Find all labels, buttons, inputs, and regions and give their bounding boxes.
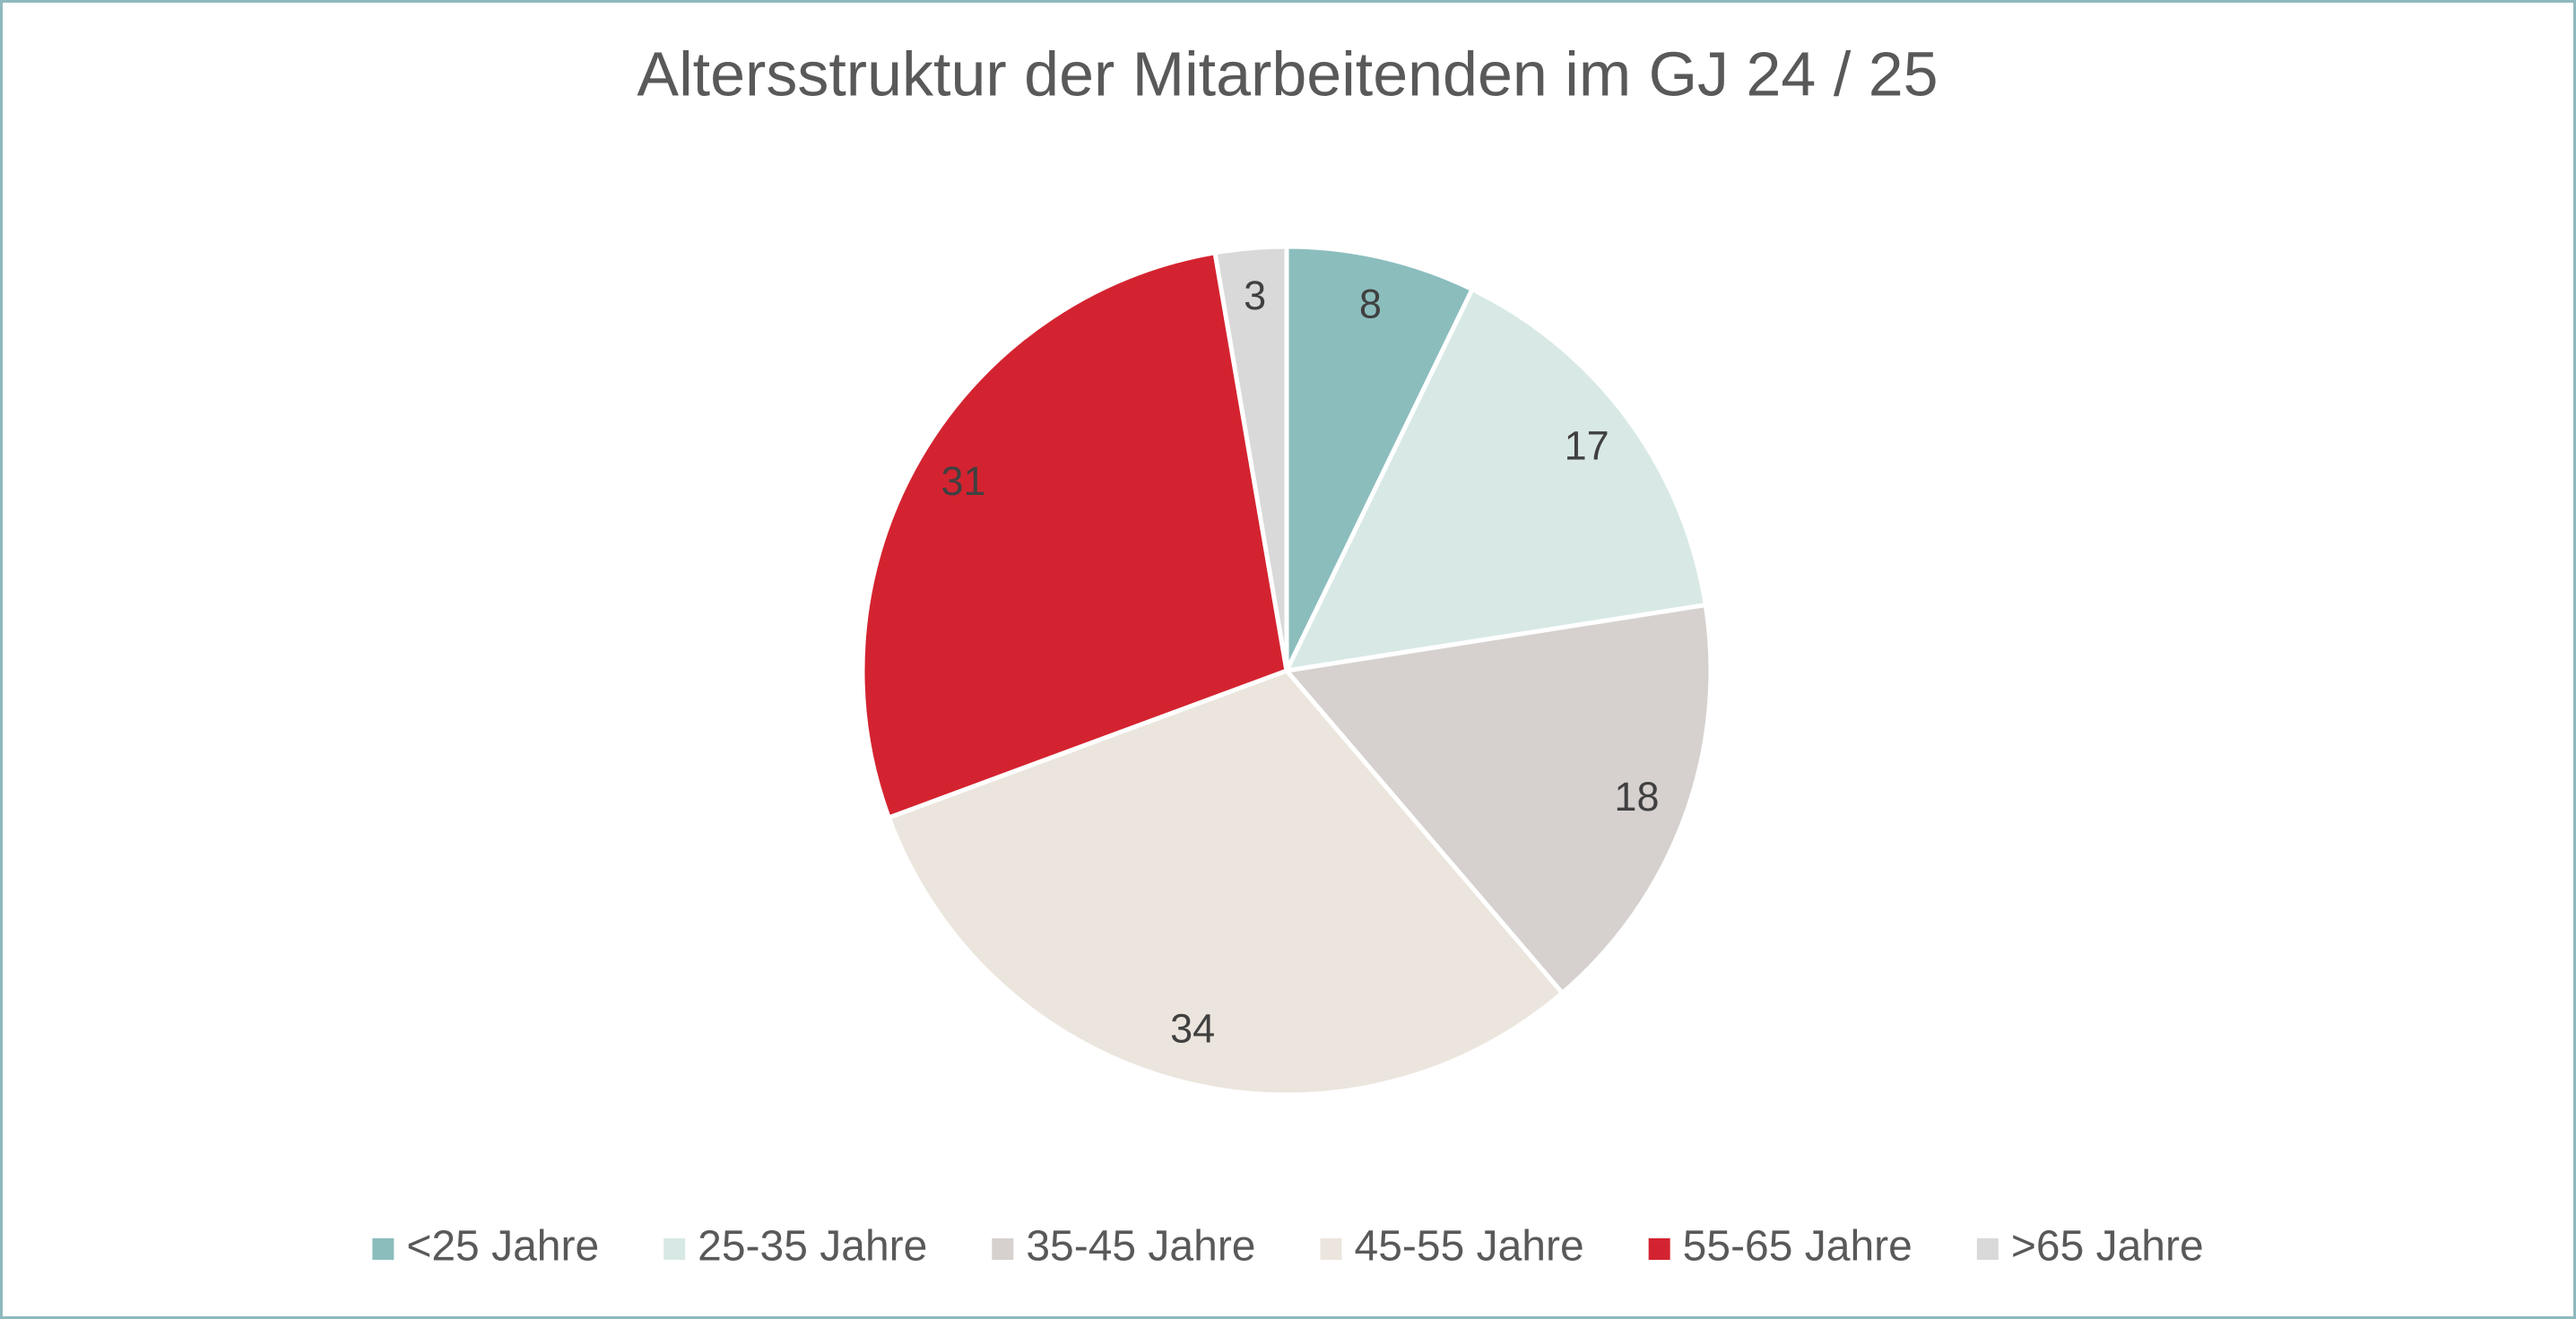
data-label: 8: [1359, 281, 1382, 326]
pie-slice: [886, 668, 1565, 1098]
legend-label: 55-65 Jahre: [1683, 1223, 1912, 1271]
data-label: 18: [1614, 774, 1659, 820]
pie-slice: [860, 250, 1289, 820]
legend-label: 35-45 Jahre: [1026, 1223, 1255, 1271]
legend-swatch: [1320, 1238, 1342, 1260]
legend-swatch: [1976, 1238, 1999, 1260]
pie-slice: [1284, 287, 1708, 673]
data-label: 34: [1170, 1006, 1215, 1052]
legend-label: 45-55 Jahre: [1355, 1223, 1584, 1271]
data-label: 31: [941, 458, 985, 504]
legend-label: >65 Jahre: [2011, 1223, 2204, 1271]
legend: <25 Jahre 25-35 Jahre 35-45 Jahre 45-55 Jah…: [372, 1223, 2204, 1271]
pie-slice: [1284, 244, 1475, 673]
pie-slice: [1212, 244, 1289, 673]
legend-swatch: [992, 1238, 1014, 1260]
legend-label: 25-35 Jahre: [698, 1223, 927, 1271]
data-label: 17: [1565, 422, 1609, 468]
legend-swatch: [372, 1238, 395, 1260]
legend-swatch: [664, 1238, 686, 1260]
chart-title: Altersstruktur der Mitarbeitenden im GJ …: [637, 39, 1938, 108]
legend-label: <25 Jahre: [406, 1223, 599, 1271]
data-label: 3: [1244, 273, 1266, 318]
legend-swatch: [1648, 1238, 1670, 1260]
pie-slice: [1284, 603, 1713, 995]
